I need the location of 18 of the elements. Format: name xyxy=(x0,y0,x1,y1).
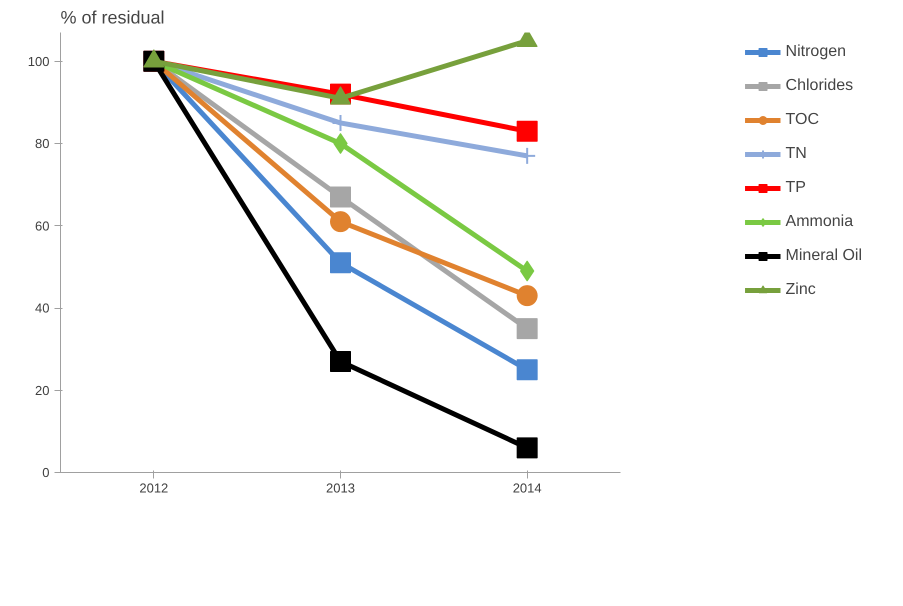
y-axis-title: % of residual xyxy=(60,8,165,28)
legend-label: Chlorides xyxy=(786,77,854,95)
y-tick-label: 80 xyxy=(35,136,50,152)
y-tick-label: 0 xyxy=(42,465,50,480)
y-tick-label: 40 xyxy=(35,300,50,316)
legend-label: Nitrogen xyxy=(786,43,846,61)
y-tick-label: 20 xyxy=(35,382,50,398)
legend-label: Ammonia xyxy=(786,213,854,231)
legend-label: TN xyxy=(786,145,807,163)
y-tick-label: 60 xyxy=(35,218,50,234)
y-tick-label: 100 xyxy=(28,54,50,69)
x-tick-label: 2012 xyxy=(139,480,168,496)
x-tick-label: 2014 xyxy=(512,480,542,496)
legend-label: TOC xyxy=(786,111,820,129)
legend-label: Mineral Oil xyxy=(786,247,862,265)
legend-label: Zinc xyxy=(786,281,816,299)
legend-label: TP xyxy=(786,179,806,197)
x-tick-label: 2013 xyxy=(326,480,355,496)
